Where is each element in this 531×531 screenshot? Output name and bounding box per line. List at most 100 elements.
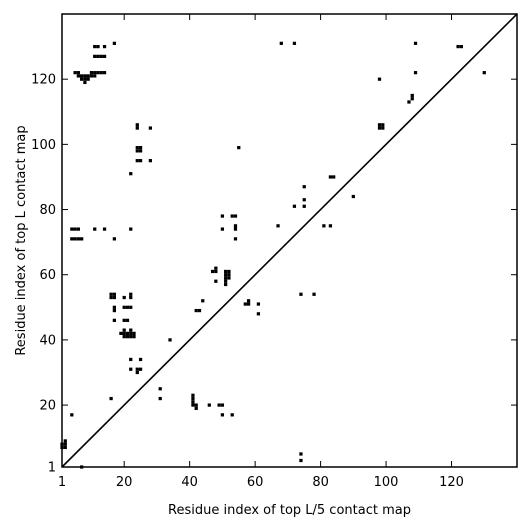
- contact-point: [135, 159, 139, 163]
- contact-point: [138, 357, 143, 362]
- contact-point: [89, 74, 94, 78]
- contact-point: [332, 175, 336, 179]
- contact-point: [482, 71, 486, 75]
- contact-point: [76, 74, 80, 78]
- contact-point: [135, 370, 139, 375]
- contact-point: [102, 44, 107, 49]
- contact-point: [125, 318, 130, 322]
- contact-point: [233, 237, 238, 241]
- contact-point: [237, 146, 241, 150]
- contact-point: [96, 54, 100, 58]
- x-tick-label: 20: [116, 475, 133, 490]
- contact-point: [138, 149, 143, 153]
- y-tick-label: 120: [31, 73, 56, 88]
- y-axis-label: Residue index of top L contact map: [14, 125, 29, 355]
- contact-point: [99, 71, 103, 75]
- x-axis-label: Residue index of top L/5 contact map: [168, 503, 411, 518]
- contact-point: [224, 282, 228, 287]
- contact-point: [322, 224, 326, 228]
- contact-point: [328, 224, 333, 228]
- contact-point: [381, 123, 385, 127]
- y-tick-label: 40: [39, 333, 56, 348]
- contact-point: [220, 403, 225, 407]
- contact-point: [246, 302, 251, 306]
- contact-point: [73, 227, 77, 231]
- y-tick-label: 1: [48, 461, 56, 476]
- contact-point: [129, 335, 133, 339]
- contact-point: [86, 77, 90, 81]
- x-tick-label: 40: [181, 475, 198, 490]
- contact-point: [456, 44, 460, 49]
- contact-points: [60, 41, 486, 469]
- x-tick-label: 60: [247, 475, 264, 490]
- contact-point: [112, 295, 116, 300]
- contact-point: [99, 54, 103, 58]
- contact-point: [129, 328, 133, 332]
- contact-point: [230, 214, 234, 218]
- contact-point: [302, 198, 306, 202]
- contact-point: [299, 452, 303, 456]
- contact-point: [119, 331, 123, 335]
- contact-point: [410, 93, 414, 98]
- contact-point: [112, 318, 116, 322]
- x-tick-label: 80: [312, 475, 329, 490]
- x-tick-label: 1: [58, 475, 66, 490]
- contact-point: [194, 308, 198, 313]
- contact-point: [138, 146, 143, 150]
- x-tick-label: 120: [439, 475, 464, 490]
- contact-point: [102, 71, 107, 75]
- y-tick-label: 100: [31, 138, 56, 153]
- plot-frame: [61, 13, 518, 468]
- contact-point: [292, 204, 297, 208]
- contact-point: [227, 269, 231, 274]
- contact-point: [129, 292, 133, 296]
- contact-point: [129, 227, 133, 231]
- contact-point: [96, 44, 100, 49]
- contact-point: [214, 279, 218, 283]
- contact-point: [129, 357, 133, 362]
- contact-point: [73, 237, 77, 241]
- contact-point: [73, 71, 77, 75]
- contact-point: [410, 97, 414, 101]
- contact-point: [63, 445, 67, 450]
- contact-point: [214, 266, 218, 270]
- contact-point: [93, 54, 97, 58]
- y-tick-label: 20: [39, 399, 56, 414]
- contact-point: [83, 80, 87, 85]
- contact-point: [459, 44, 463, 49]
- contact-point: [122, 328, 126, 332]
- contact-point: [80, 77, 84, 81]
- contact-point: [168, 338, 172, 342]
- contact-point: [125, 305, 130, 309]
- contact-point: [302, 185, 306, 189]
- contact-point: [138, 159, 143, 163]
- contact-point: [191, 396, 195, 401]
- x-axis-ticks: 1 20 40 60 80 100 120: [58, 14, 464, 490]
- contact-point: [243, 302, 247, 306]
- contact-point: [63, 442, 67, 446]
- contact-point: [413, 71, 418, 75]
- contact-point: [80, 74, 84, 78]
- contact-point: [125, 331, 130, 335]
- contact-point: [279, 41, 283, 45]
- contact-point: [102, 54, 107, 58]
- contact-point: [328, 175, 333, 179]
- contact-point: [135, 126, 139, 130]
- contact-point: [148, 159, 153, 163]
- contact-point: [109, 292, 113, 296]
- contact-point: [80, 237, 84, 241]
- contact-point: [122, 305, 126, 309]
- contact-point: [191, 403, 195, 407]
- contact-point: [312, 292, 316, 296]
- contact-point: [83, 77, 87, 81]
- contact-point: [122, 318, 126, 322]
- contact-point: [377, 123, 382, 127]
- x-tick-label: 100: [374, 475, 399, 490]
- contact-point: [377, 77, 382, 81]
- contact-point: [246, 299, 251, 303]
- contact-point: [63, 439, 67, 443]
- contact-point: [194, 403, 198, 407]
- contact-point: [135, 367, 139, 371]
